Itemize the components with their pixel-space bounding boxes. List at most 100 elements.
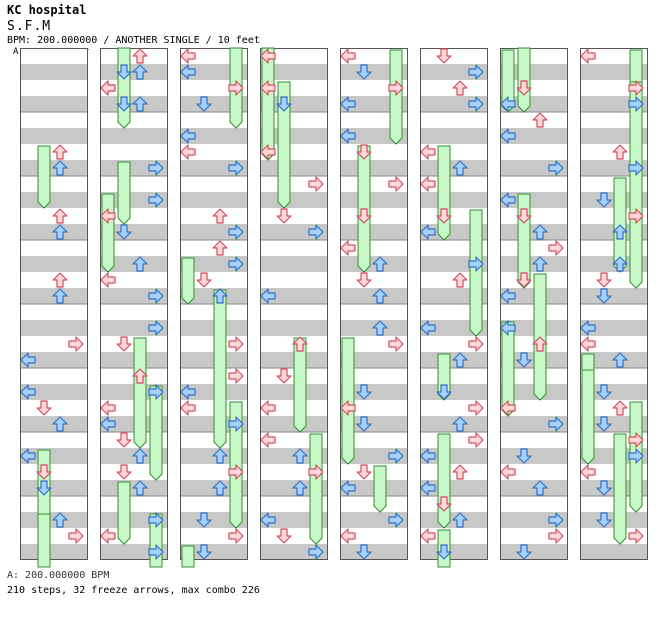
arrow-down-icon xyxy=(436,496,452,512)
arrow-left-icon xyxy=(340,48,356,64)
arrow-up-icon xyxy=(212,480,228,496)
arrow-right-icon xyxy=(388,512,404,528)
arrow-right-icon xyxy=(548,160,564,176)
arrow-left-icon xyxy=(180,384,196,400)
arrow-left-icon xyxy=(340,528,356,544)
freeze-arrow xyxy=(37,145,51,209)
arrow-down-icon xyxy=(356,416,372,432)
arrow-left-icon xyxy=(420,144,436,160)
arrow-up-icon xyxy=(52,272,68,288)
arrow-down-icon xyxy=(116,464,132,480)
arrow-down-icon xyxy=(596,192,612,208)
arrow-down-icon xyxy=(516,448,532,464)
freeze-arrow xyxy=(437,145,451,241)
arrow-left-icon xyxy=(100,528,116,544)
arrow-down-icon xyxy=(356,144,372,160)
arrow-up-icon xyxy=(612,400,628,416)
arrow-right-icon xyxy=(308,176,324,192)
arrow-up-icon xyxy=(452,272,468,288)
arrow-right-icon xyxy=(388,448,404,464)
arrow-left-icon xyxy=(500,96,516,112)
arrow-left-icon xyxy=(420,528,436,544)
arrow-up-icon xyxy=(52,144,68,160)
freeze-arrow xyxy=(133,337,147,449)
arrow-left-icon xyxy=(420,480,436,496)
arrow-right-icon xyxy=(228,464,244,480)
arrow-up-icon xyxy=(452,416,468,432)
arrow-up-icon xyxy=(532,256,548,272)
freeze-arrow xyxy=(213,289,227,449)
arrow-right-icon xyxy=(628,80,644,96)
arrow-up-icon xyxy=(132,64,148,80)
arrow-up-icon xyxy=(612,256,628,272)
freeze-arrow xyxy=(469,209,483,337)
arrow-left-icon xyxy=(100,208,116,224)
arrow-left-icon xyxy=(100,416,116,432)
freeze-arrow xyxy=(149,385,163,481)
arrow-up-icon xyxy=(452,80,468,96)
arrow-left-icon xyxy=(180,400,196,416)
arrow-left-icon xyxy=(500,464,516,480)
arrow-down-icon xyxy=(36,480,52,496)
arrow-down-icon xyxy=(596,416,612,432)
arrow-left-icon xyxy=(100,272,116,288)
arrow-up-icon xyxy=(612,144,628,160)
arrow-left-icon xyxy=(20,448,36,464)
arrow-right-icon xyxy=(228,80,244,96)
arrow-down-icon xyxy=(356,272,372,288)
arrow-up-icon xyxy=(452,512,468,528)
arrow-right-icon xyxy=(228,416,244,432)
arrow-right-icon xyxy=(468,336,484,352)
arrow-up-icon xyxy=(212,288,228,304)
arrow-right-icon xyxy=(628,208,644,224)
arrow-up-icon xyxy=(52,224,68,240)
arrow-left-icon xyxy=(500,192,516,208)
arrow-up-icon xyxy=(452,464,468,480)
arrow-down-icon xyxy=(436,384,452,400)
arrow-left-icon xyxy=(180,64,196,80)
arrow-down-icon xyxy=(116,336,132,352)
arrow-right-icon xyxy=(228,160,244,176)
arrow-down-icon xyxy=(436,208,452,224)
arrow-left-icon xyxy=(260,288,276,304)
arrow-down-icon xyxy=(196,272,212,288)
arrow-down-icon xyxy=(356,64,372,80)
arrow-left-icon xyxy=(180,144,196,160)
arrow-up-icon xyxy=(532,112,548,128)
freeze-arrow xyxy=(261,47,275,161)
freeze-arrow xyxy=(389,49,403,145)
arrow-right-icon xyxy=(308,224,324,240)
arrow-down-icon xyxy=(596,384,612,400)
arrow-down-icon xyxy=(276,368,292,384)
freeze-arrow xyxy=(437,433,451,529)
arrow-right-icon xyxy=(628,160,644,176)
arrow-left-icon xyxy=(500,320,516,336)
arrow-right-icon xyxy=(548,528,564,544)
arrow-up-icon xyxy=(452,352,468,368)
arrow-right-icon xyxy=(228,368,244,384)
arrow-right-icon xyxy=(468,96,484,112)
arrow-up-icon xyxy=(132,480,148,496)
arrow-down-icon xyxy=(516,208,532,224)
arrow-down-icon xyxy=(276,96,292,112)
arrow-right-icon xyxy=(148,384,164,400)
arrow-right-icon xyxy=(388,336,404,352)
arrow-down-icon xyxy=(436,544,452,560)
arrow-right-icon xyxy=(68,336,84,352)
chart-info: BPM: 200.000000 / ANOTHER SINGLE / 10 fe… xyxy=(7,35,260,46)
arrow-up-icon xyxy=(612,352,628,368)
arrow-right-icon xyxy=(468,400,484,416)
arrow-right-icon xyxy=(148,288,164,304)
arrow-up-icon xyxy=(532,480,548,496)
arrow-right-icon xyxy=(548,240,564,256)
arrow-left-icon xyxy=(580,336,596,352)
arrow-right-icon xyxy=(148,192,164,208)
arrow-left-icon xyxy=(500,400,516,416)
freeze-arrow xyxy=(117,481,131,545)
arrow-right-icon xyxy=(308,464,324,480)
arrow-left-icon xyxy=(260,144,276,160)
arrow-left-icon xyxy=(340,240,356,256)
arrow-up-icon xyxy=(292,448,308,464)
arrow-right-icon xyxy=(628,96,644,112)
